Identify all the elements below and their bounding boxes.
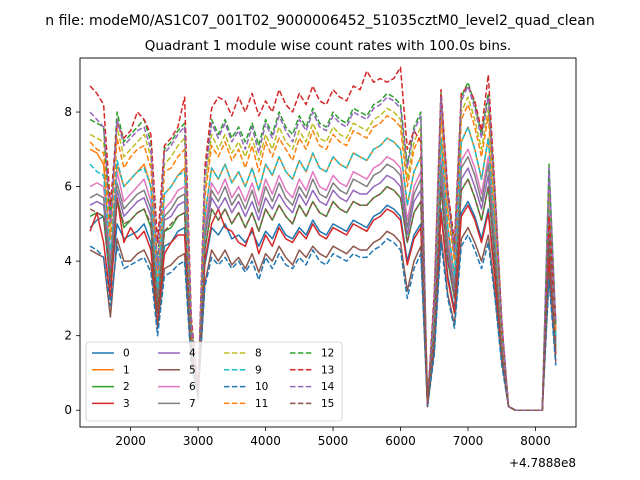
legend-label-2: 2: [123, 381, 130, 393]
series-line-12: [89, 81, 557, 411]
x-axis-offset-label: +4.7888e8: [509, 456, 576, 470]
series-line-5: [89, 226, 557, 411]
y-tick-label: 4: [64, 254, 72, 268]
series-line-13: [89, 66, 557, 411]
series-line-7: [89, 156, 557, 411]
series-line-10: [89, 234, 557, 411]
legend-label-14: 14: [321, 381, 335, 393]
legend-label-3: 3: [123, 398, 130, 410]
x-tick-label: 8000: [520, 434, 551, 448]
y-tick-label: 2: [64, 329, 72, 343]
series-line-9: [89, 126, 557, 411]
x-tick-label: 3000: [183, 434, 214, 448]
legend-label-12: 12: [321, 348, 334, 360]
legend-label-11: 11: [255, 398, 268, 410]
x-tick-label: 5000: [318, 434, 349, 448]
y-tick-label: 0: [64, 403, 72, 417]
legend-label-9: 9: [255, 364, 262, 376]
series-line-3: [89, 197, 557, 411]
y-tick-label: 6: [64, 180, 72, 194]
y-axis-ticks: 0 2 4 6 8: [64, 105, 80, 417]
legend-label-7: 7: [189, 398, 196, 410]
legend-label-13: 13: [321, 364, 334, 376]
axes-frame: [79, 57, 577, 428]
legend-label-4: 4: [189, 348, 196, 360]
legend-label-15: 15: [321, 398, 334, 410]
x-tick-label: 2000: [115, 434, 146, 448]
legend-label-5: 5: [189, 364, 196, 376]
legend-label-1: 1: [123, 364, 130, 376]
chart-title: Quadrant 1 module wise count rates with …: [145, 38, 511, 54]
legend-box: [85, 341, 343, 422]
series-line-14: [89, 85, 557, 411]
x-axis-ticks: 2000 3000 4000 5000 6000 7000 8000: [115, 427, 551, 448]
series-line-4: [89, 167, 557, 411]
series-line-8: [89, 96, 557, 411]
x-tick-label: 6000: [385, 434, 416, 448]
series-line-11: [89, 103, 557, 411]
series-line-0: [89, 200, 557, 411]
figure-suptitle: n file: modeM0/AS1C07_001T02_9000006452_…: [45, 13, 594, 29]
series-line-15: [89, 178, 557, 411]
x-tick-label: 7000: [453, 434, 484, 448]
y-tick-label: 8: [64, 105, 72, 119]
series-layer: [89, 66, 557, 411]
legend-label-8: 8: [255, 348, 262, 360]
series-line-6: [89, 148, 557, 411]
legend-label-6: 6: [189, 381, 196, 393]
x-tick-label: 4000: [250, 434, 281, 448]
legend-label-0: 0: [123, 348, 130, 360]
legend-label-10: 10: [255, 381, 268, 393]
